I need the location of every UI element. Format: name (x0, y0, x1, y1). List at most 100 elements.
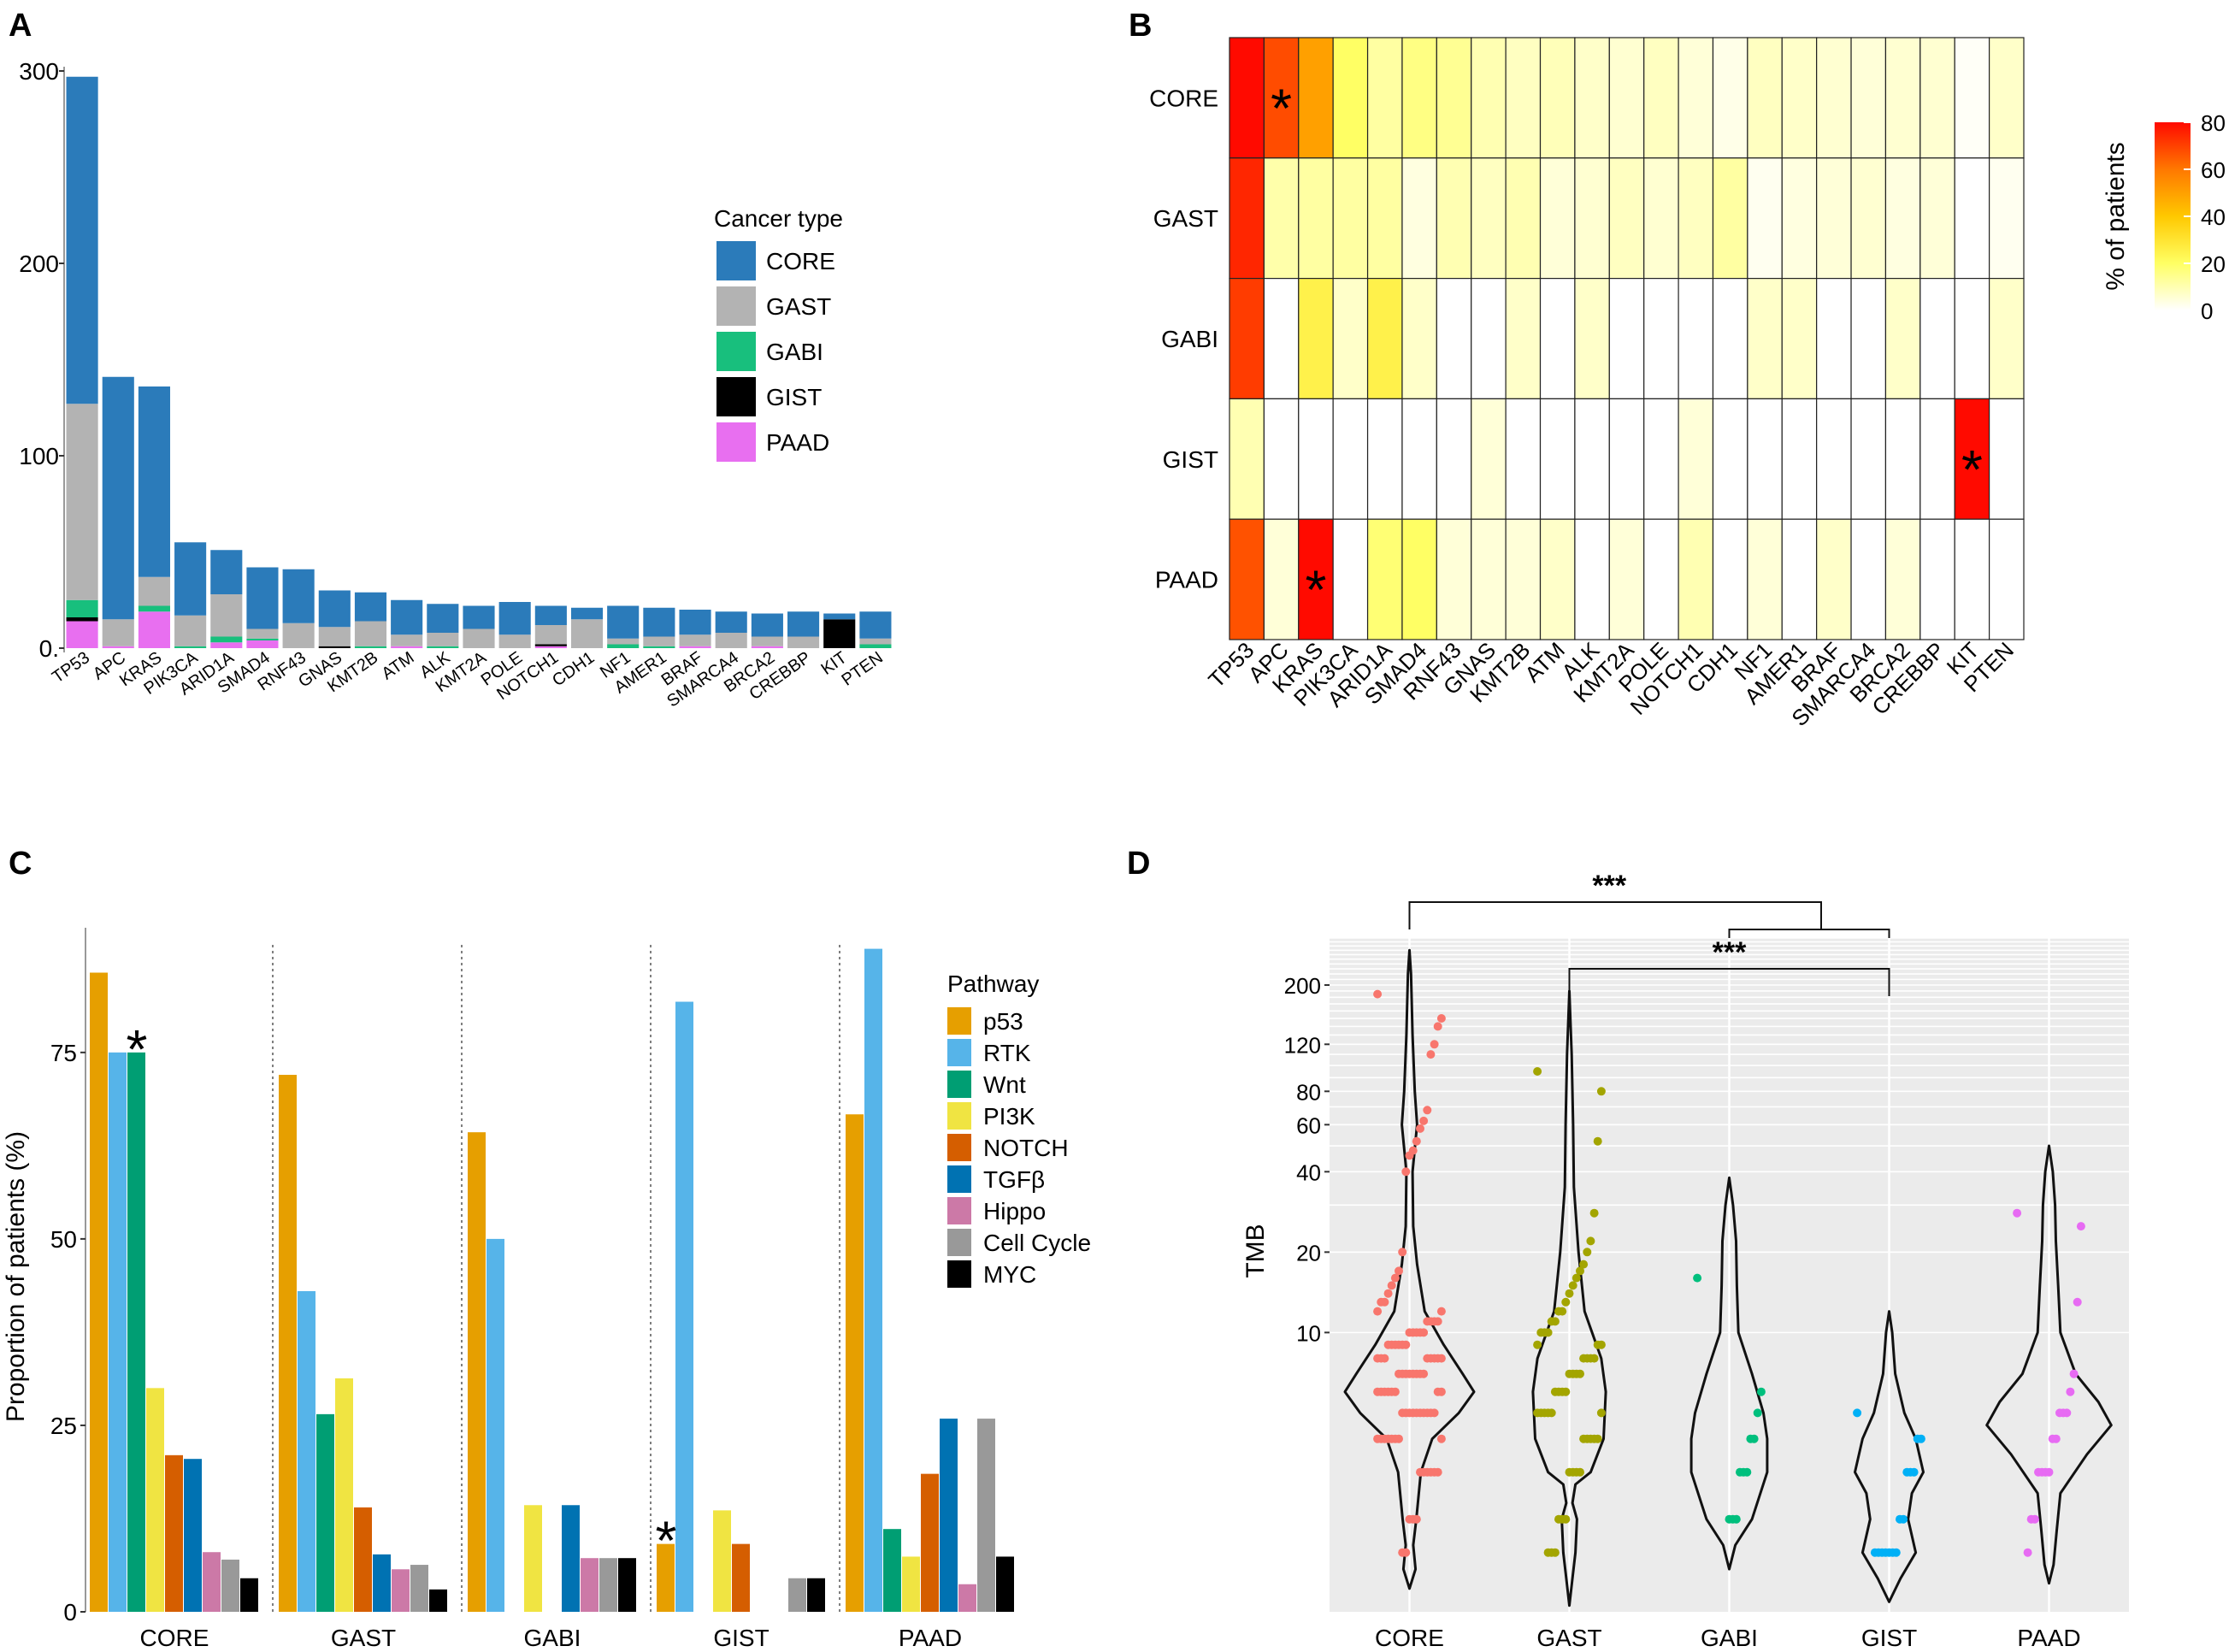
point-CORE (1436, 1307, 1446, 1316)
point-CORE (1405, 1514, 1414, 1524)
bar-ARID1A-CORE (210, 550, 243, 594)
point-CORE (1430, 1040, 1439, 1049)
point-GAST (1554, 1307, 1563, 1316)
point-CORE (1373, 1387, 1383, 1396)
cell-PAAD-SMAD4 (1401, 518, 1437, 640)
point-GABI (1753, 1408, 1762, 1418)
bar-SMARCA4-CORE (715, 611, 747, 633)
cell-PAAD-ATM (1539, 518, 1576, 640)
point-GIST (1896, 1514, 1904, 1524)
significance-asterisk: * (656, 1510, 677, 1572)
point-PAAD (2055, 1408, 2064, 1418)
cell-GIST-NOTCH1 (1678, 398, 1714, 520)
cell-CORE-PTEN (1989, 37, 2025, 159)
cell-GAST-RNF43 (1436, 157, 1472, 280)
bar-ALK-GAST (427, 633, 459, 646)
cell-GIST-CDH1 (1712, 398, 1748, 520)
point-GAST (1576, 1266, 1584, 1276)
bar-TP53-CORE (66, 76, 98, 404)
bar-GAST-p53 (279, 1075, 297, 1612)
cell-GAST-KMT2B (1505, 157, 1542, 280)
x-tick-label: PAAD (899, 1625, 962, 1651)
point-CORE (1416, 1467, 1424, 1477)
violin-GABI (1689, 1176, 1769, 1571)
bracket-core (1408, 901, 1822, 929)
cell-PAAD-CDH1 (1712, 518, 1748, 640)
bar-CREBBP-CORE (787, 611, 820, 637)
cell-GIST-ARID1A (1366, 398, 1403, 520)
point-CORE (1426, 1050, 1436, 1059)
cell-CORE-APC (1263, 37, 1300, 159)
bar-KMT2B-CORE (354, 592, 387, 622)
panel-c-axes: 0 25 50 75 Proportion of patients (%) CORE GAS… (2, 928, 962, 1651)
legend-swatch-GAST (716, 286, 756, 326)
bar-CDH1-GAST (570, 619, 604, 648)
legend-label: PI3K (983, 1103, 1035, 1130)
bar-GABI-PI3K (524, 1505, 542, 1612)
bar-KIT-GIST (823, 619, 856, 648)
point-GAST (1565, 1467, 1574, 1477)
significance-asterisk: * (1306, 559, 1327, 621)
bar-NF1-GAST (607, 638, 640, 645)
cell-GAST-APC (1263, 157, 1300, 280)
y-tick-label: 200 (19, 251, 59, 277)
point-PAAD (2066, 1387, 2075, 1396)
cell-GABI-KMT2B (1505, 278, 1542, 400)
cell-GAST-BRAF (1816, 157, 1852, 280)
bar-CORE-Cell Cycle (221, 1559, 239, 1612)
legend-swatch (947, 1165, 971, 1193)
cell-GAST-SMAD4 (1401, 157, 1437, 280)
x-tick-label: ATM (379, 648, 418, 683)
point-GIST (1853, 1408, 1862, 1418)
row-label: GIST (1163, 446, 1218, 473)
point-GAST (1533, 1340, 1542, 1349)
bar-NOTCH1-GIST (534, 644, 567, 646)
bar-NOTCH1-CORE (534, 605, 567, 625)
panel-b-label: B (1129, 8, 1152, 44)
bar-CORE-Hippo (203, 1552, 221, 1612)
row-label: GAST (1153, 205, 1218, 232)
bar-NOTCH1-GAST (534, 625, 567, 645)
bar-GABI-Cell Cycle (599, 1558, 617, 1612)
y-tick-label: 40 (1296, 1159, 1321, 1185)
legend-label: Hippo (983, 1198, 1046, 1224)
panel-a-legend: Cancer type CORE GAST GABI GIST PAAD (714, 205, 843, 462)
bar-PAAD-RTK (864, 948, 882, 1612)
legend-title: Cancer type (714, 205, 843, 232)
cell-CORE-POLE (1643, 37, 1679, 159)
cell-GAST-AMER1 (1781, 157, 1818, 280)
point-CORE (1377, 1297, 1386, 1307)
bar-KIT-CORE (823, 613, 856, 620)
panel-c-bars: ** (90, 948, 1014, 1612)
bar-SMAD4-PAAD (246, 640, 279, 648)
bar-ALK-CORE (427, 604, 459, 633)
panel-b-heatmap: * * * (1229, 37, 2025, 640)
cell-GIST-KMT2B (1505, 398, 1542, 520)
bar-GIST-p53 (657, 1543, 675, 1612)
cell-GAST-BRCA2 (1884, 157, 1921, 280)
cell-CORE-CDH1 (1712, 37, 1748, 159)
point-GAST (1550, 1387, 1560, 1396)
legend-swatch (947, 1102, 971, 1130)
y-tick-label: 10 (1296, 1320, 1321, 1346)
point-CORE (1416, 1124, 1424, 1133)
cell-PAAD-AMER1 (1781, 518, 1818, 640)
panel-b: B *** COREGASTGABIGISTPAADTP53APCKRASPIK… (1129, 8, 2226, 731)
point-PAAD (2023, 1548, 2032, 1557)
cell-CORE-AMER1 (1781, 37, 1818, 159)
point-GAST (1561, 1297, 1571, 1307)
x-tick-label: CORE (140, 1625, 209, 1651)
significance-asterisk: * (1271, 77, 1292, 139)
point-CORE (1436, 1434, 1446, 1443)
bar-SMAD4-GAST (246, 628, 279, 639)
colorbar-tick-label: 20 (2201, 251, 2226, 277)
cell-GIST-GNAS (1471, 398, 1507, 520)
cell-PAAD-BRCA2 (1884, 518, 1921, 640)
point-CORE (1398, 1548, 1407, 1557)
bar-SMAD4-CORE (246, 567, 279, 629)
y-tick-label: 120 (1284, 1032, 1321, 1058)
point-CORE (1383, 1289, 1393, 1298)
cell-GABI-KIT (1954, 278, 1990, 400)
row-label: GABI (1161, 326, 1218, 352)
bar-GAST-Cell Cycle (410, 1565, 428, 1612)
